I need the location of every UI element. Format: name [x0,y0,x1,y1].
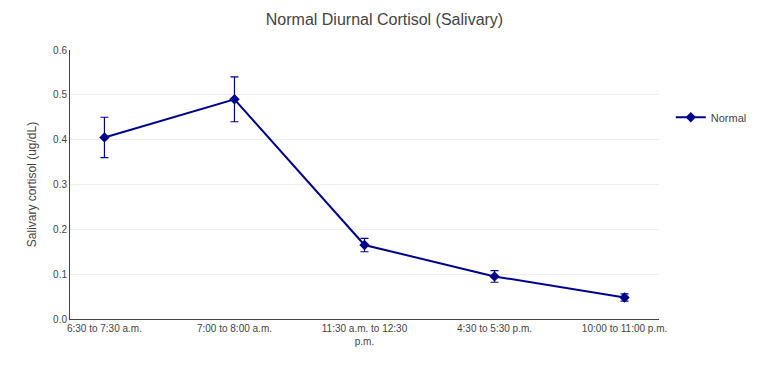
svg-text:Salivary cortisol (ug/dL): Salivary cortisol (ug/dL) [25,122,39,247]
svg-text:11:30 a.m. to 12:30p.m.: 11:30 a.m. to 12:30p.m. [322,323,408,347]
svg-text:7:00 to 8:00 a.m.: 7:00 to 8:00 a.m. [197,323,272,334]
svg-text:6:30 to 7:30 a.m.: 6:30 to 7:30 a.m. [67,323,142,334]
svg-text:10:00 to 11:00 p.m.: 10:00 to 11:00 p.m. [582,323,667,334]
svg-text:0.2: 0.2 [53,224,67,235]
svg-text:0.6: 0.6 [53,45,67,56]
svg-text:0.3: 0.3 [53,179,67,190]
svg-text:0.5: 0.5 [53,89,67,100]
svg-text:4:30 to 5:30 p.m.: 4:30 to 5:30 p.m. [457,323,532,334]
svg-text:Normal: Normal [711,112,746,124]
svg-text:0.1: 0.1 [53,269,67,280]
svg-text:Normal Diurnal Cortisol (Saliv: Normal Diurnal Cortisol (Salivary) [266,11,503,28]
svg-text:0.0: 0.0 [53,314,67,325]
svg-text:0.4: 0.4 [53,134,67,145]
